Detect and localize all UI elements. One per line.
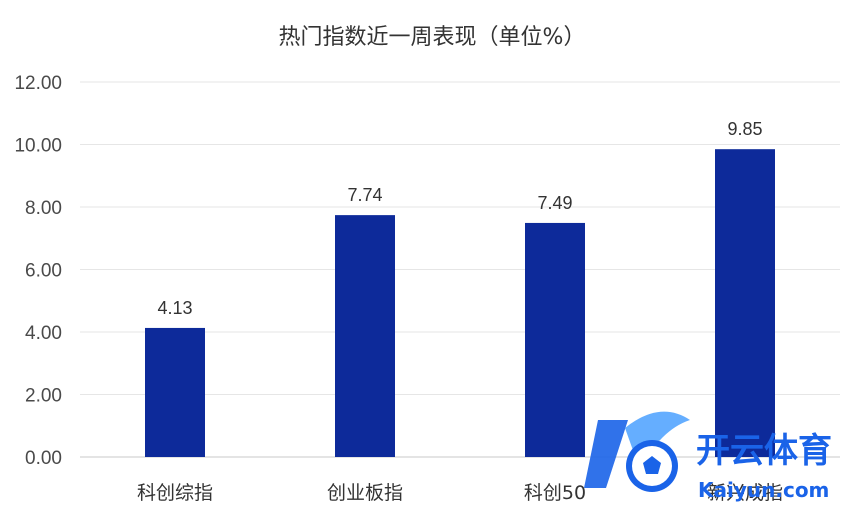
y-tick-label: 0.00 xyxy=(25,448,62,469)
bar xyxy=(145,327,205,457)
watermark-domain: Kaiyun.com xyxy=(698,478,829,502)
data-label: 7.49 xyxy=(537,193,572,213)
data-label: 4.13 xyxy=(157,298,192,318)
category-label: 创业板指 xyxy=(327,482,403,504)
bar xyxy=(335,215,395,457)
bar xyxy=(715,149,775,457)
y-tick-label: 6.00 xyxy=(25,261,62,282)
data-labels: 4.13 7.74 7.49 9.85 xyxy=(157,119,762,318)
data-label: 9.85 xyxy=(727,119,762,139)
x-axis-categories: 科创综指 创业板指 科创50 新兴成指 xyxy=(137,482,783,504)
y-tick-label: 4.00 xyxy=(25,323,62,344)
category-label: 科创50 xyxy=(524,482,586,504)
y-tick-label: 12.00 xyxy=(14,73,62,94)
category-label: 科创综指 xyxy=(137,482,213,504)
y-tick-label: 2.00 xyxy=(25,386,62,407)
gridlines xyxy=(80,81,840,458)
data-label: 7.74 xyxy=(347,185,382,205)
y-axis-ticks: 0.00 2.00 4.00 6.00 8.00 10.00 12.00 xyxy=(14,73,62,469)
y-tick-label: 8.00 xyxy=(25,198,62,219)
chart-title: 热门指数近一周表现（单位%） xyxy=(279,25,586,50)
category-label: 新兴成指 xyxy=(707,482,783,504)
watermark-logo: 开云体育 Kaiyun.com xyxy=(584,411,832,502)
bars xyxy=(145,149,775,457)
y-tick-label: 10.00 xyxy=(14,136,62,157)
watermark-brand: 开云体育 xyxy=(696,431,832,471)
bar xyxy=(525,222,585,457)
